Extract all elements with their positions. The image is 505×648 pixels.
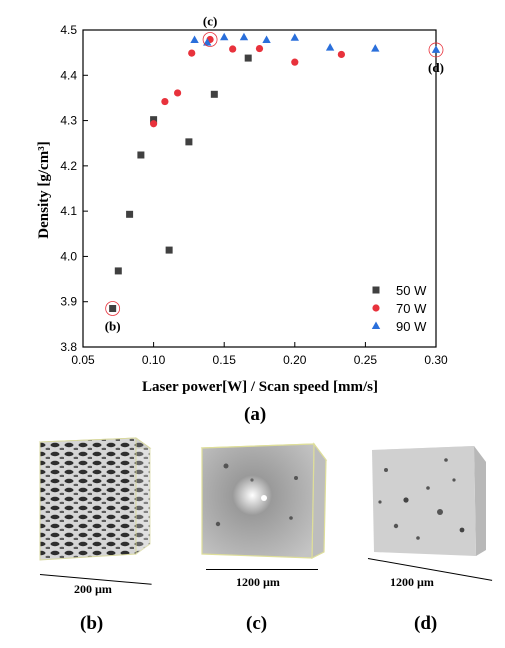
legend-marker: [372, 304, 380, 312]
data-point-70w: [337, 50, 345, 59]
data-point-90w: [239, 32, 249, 41]
data-point-90w: [203, 38, 212, 46]
data-point-50w: [114, 267, 122, 275]
legend-label: 70 W: [396, 301, 427, 316]
axis-ticks: 0.05 0.10 0.15 0.20 0.25 0.30 3.8 3.9 4.0 4.1 4.2 4…: [60, 23, 448, 367]
data-point-70w: [161, 97, 169, 106]
x-tick-label: 0.15: [213, 353, 237, 367]
ct-cube-b: [38, 437, 152, 561]
x-tick-label: 0.25: [354, 353, 378, 367]
legend-marker: [371, 321, 381, 329]
annotation-circle: [202, 32, 218, 47]
caption-b: (b): [80, 613, 104, 634]
data-point-90w: [220, 32, 229, 41]
annotation-circle: [105, 301, 121, 316]
data-point-50w: [244, 54, 252, 62]
plot-frame: [82, 29, 437, 348]
data-point-50w: [137, 151, 145, 159]
data-point-50w: [210, 90, 218, 98]
data-point-70w: [150, 120, 158, 128]
data-point-90w: [190, 35, 199, 43]
data-point-70w: [229, 45, 237, 53]
x-tick-label: 0.10: [142, 353, 166, 367]
data-points: [109, 32, 441, 313]
annotation-label: (c): [203, 14, 217, 29]
y-tick-label: 4.1: [60, 204, 77, 218]
legend: 50 W 70 W 90 W: [371, 283, 427, 334]
density-scatter-chart: 0.05 0.10 0.15 0.20 0.25 0.30 3.8 3.9 4.0 4.1 4.2 4…: [36, 14, 448, 395]
data-point-90w: [262, 35, 271, 43]
caption-d: (d): [414, 613, 438, 634]
legend-label: 50 W: [396, 283, 427, 298]
y-tick-label: 4.3: [60, 114, 77, 128]
data-point-70w: [174, 89, 182, 97]
ct-cube-d: [372, 446, 486, 556]
y-axis-title: Density [g/cm³]: [36, 141, 52, 238]
legend-marker: [372, 286, 380, 294]
data-point-90w: [371, 44, 380, 52]
annotation-circle: [428, 42, 444, 58]
y-tick-label: 4.2: [60, 159, 77, 173]
legend-label: 90 W: [396, 319, 427, 334]
data-point-70w: [291, 58, 299, 66]
y-tick-label: 3.9: [60, 295, 77, 309]
x-tick-label: 0.30: [424, 353, 448, 367]
y-tick-label: 3.8: [60, 340, 77, 354]
data-point-90w: [431, 45, 441, 53]
ct-cube-c: [200, 442, 328, 559]
data-point-70w: [255, 44, 264, 53]
data-point-70w: [188, 49, 196, 57]
scale-label-b: 200 µm: [74, 582, 112, 596]
data-point-50w: [150, 116, 158, 124]
annotation-label: (b): [105, 319, 121, 334]
caption-a: (a): [244, 404, 267, 425]
point-annotations: (b) (c) (d): [105, 14, 444, 334]
scale-label-d: 1200 µm: [390, 575, 434, 589]
y-tick-label: 4.5: [60, 23, 77, 37]
x-tick-label: 0.20: [283, 353, 307, 367]
y-tick-label: 4.4: [60, 68, 77, 82]
data-point-50w: [109, 305, 117, 313]
data-point-90w: [290, 33, 299, 41]
x-tick-label: 0.05: [71, 353, 95, 367]
scale-label-c: 1200 µm: [236, 575, 280, 589]
caption-c: (c): [246, 613, 268, 634]
x-axis-title: Laser power[W] / Scan speed [mm/s]: [142, 379, 378, 395]
data-point-50w: [165, 246, 173, 254]
data-point-50w: [185, 138, 193, 146]
data-point-50w: [126, 210, 134, 218]
annotation-label: (d): [428, 60, 444, 75]
data-point-90w: [325, 43, 335, 51]
y-tick-label: 4.0: [60, 249, 77, 263]
scale-bar-c: [206, 569, 318, 570]
